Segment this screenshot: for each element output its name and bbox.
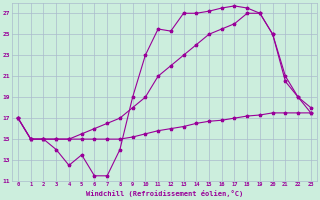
X-axis label: Windchill (Refroidissement éolien,°C): Windchill (Refroidissement éolien,°C) <box>86 190 243 197</box>
